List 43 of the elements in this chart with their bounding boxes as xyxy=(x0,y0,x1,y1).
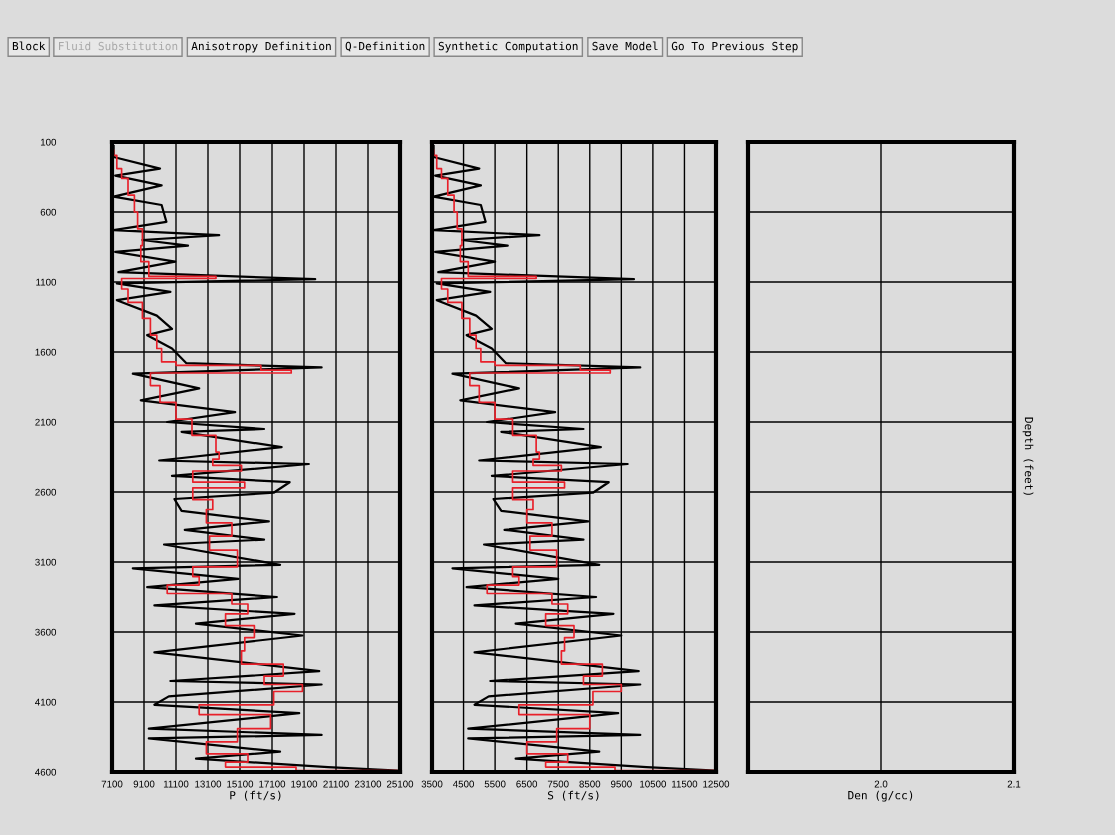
y-tick-label: 3100 xyxy=(35,558,57,566)
x-tick-label: 21100 xyxy=(323,780,349,788)
x-tick-label: 2.1 xyxy=(1007,780,1021,788)
x-axis-title: P (ft/s) xyxy=(230,790,281,801)
y-tick-label: 4600 xyxy=(35,768,57,776)
x-axis-title: Den (g/cc) xyxy=(848,790,913,802)
y-axis-title: Depth (feet) xyxy=(1022,417,1034,495)
text: Block xyxy=(12,41,46,51)
x-tick-label: 7500 xyxy=(547,780,569,788)
x-tick-label: 4500 xyxy=(452,780,474,788)
text: Synthetic Computation xyxy=(438,41,578,53)
y-tick-label: 2600 xyxy=(35,488,57,496)
x-tick-label: 8500 xyxy=(579,780,601,788)
x-axis-title: S (ft/s) xyxy=(548,790,599,801)
x-tick-label: 13100 xyxy=(195,780,222,788)
x-tick-label: 11100 xyxy=(163,780,189,788)
x-tick-label: 17100 xyxy=(259,780,286,788)
text: Fluid Substitution xyxy=(59,41,178,51)
x-tick-label: 12500 xyxy=(703,780,730,788)
text: Go To Previous Step xyxy=(671,41,798,53)
x-tick-label: 2.0 xyxy=(874,780,888,788)
y-tick-label: 3600 xyxy=(35,628,57,636)
x-tick-label: 10500 xyxy=(640,780,667,788)
text: Anisotropy Definition xyxy=(191,41,331,53)
y-tick-label: 600 xyxy=(40,208,57,216)
x-tick-label: 25100 xyxy=(386,780,414,788)
x-tick-label: 19100 xyxy=(291,780,318,788)
x-tick-label: 3500 xyxy=(421,780,443,788)
x-tick-label: 6500 xyxy=(516,780,538,788)
x-tick-label: 23100 xyxy=(354,780,382,788)
x-tick-label: 9100 xyxy=(133,780,155,788)
text: Save Model xyxy=(592,41,658,51)
x-tick-label: 9500 xyxy=(610,780,632,788)
y-tick-label: 2100 xyxy=(35,418,57,426)
x-tick-label: 11500 xyxy=(672,780,698,788)
y-tick-label: 100 xyxy=(40,138,57,146)
y-tick-label: 4100 xyxy=(35,698,57,706)
x-tick-label: 7100 xyxy=(101,780,123,788)
x-tick-label: 15100 xyxy=(227,780,254,788)
x-tick-label: 5500 xyxy=(484,780,506,788)
y-tick-label: 1600 xyxy=(35,348,57,356)
y-tick-label: 1100 xyxy=(36,278,57,286)
text: Q-Definition xyxy=(345,41,425,52)
